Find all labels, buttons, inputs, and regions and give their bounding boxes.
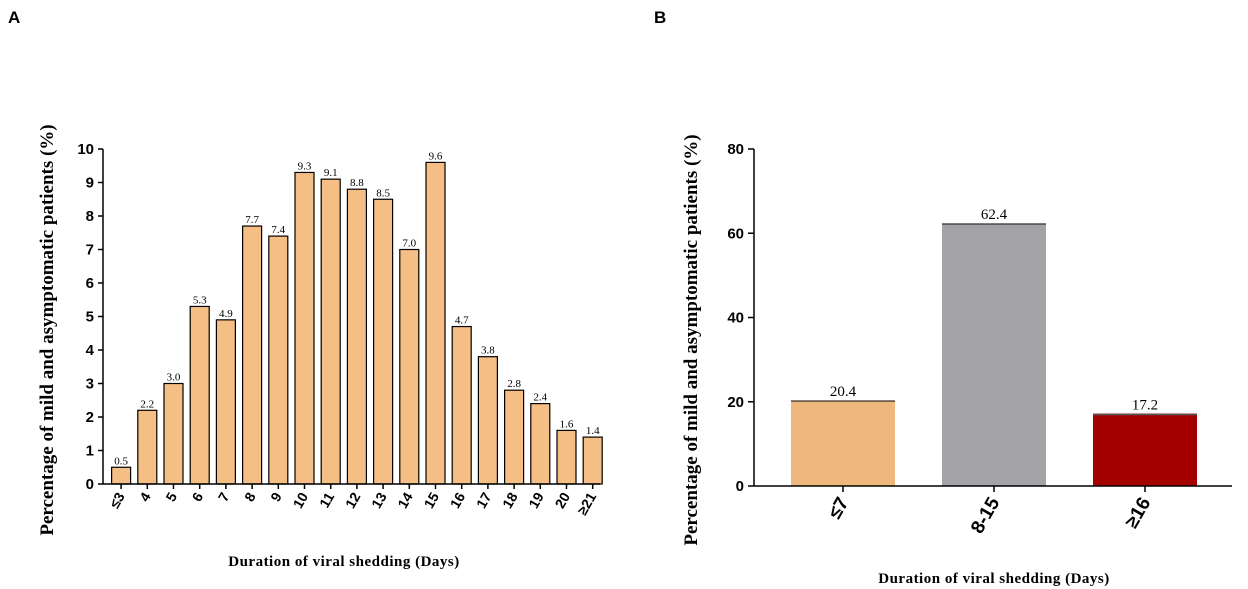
data-label: 3.8 [481,345,495,357]
bar-19 [530,403,551,485]
data-label: 62.4 [981,207,1008,223]
x-tick-label: 19 [525,489,547,511]
panel-a-letter: A [8,8,20,27]
x-tick-label: 4 [136,489,154,504]
y-tick-label: 7 [86,242,94,259]
y-tick-label: 20 [727,394,744,411]
panel-b-bars: 20.4 62.4 17.2 [791,207,1197,486]
x-tick-label: 18 [499,489,521,511]
bar-≤3 [110,466,132,485]
bar-9 [268,235,289,485]
panel-a-x-axis-title: Duration of viral shedding (Days) [228,554,460,570]
x-tick-label: 17 [473,489,495,511]
x-tick-label: 8-15 [967,494,1004,538]
panel-b-y-axis-title: Percentage of mild and asymptomatic pati… [681,134,702,545]
bar-4 [137,409,158,485]
x-tick-label: 14 [394,489,416,511]
x-tick-label: 5 [162,489,180,504]
bar-10 [294,171,315,485]
x-tick-label: 10 [289,489,311,511]
y-tick-label: 10 [77,141,94,158]
x-tick-label: ≤3 [106,489,128,511]
y-tick-label: 8 [86,208,94,225]
bar-17 [477,356,498,485]
bar-18 [504,389,525,485]
panel-a-bars: 0.5 2.2 3.0 5.3 4.9 7.7 7.4 9.3 9.1 8.8 8.5 7.0 9.6 4… [110,150,603,485]
data-label: 9.1 [324,167,338,179]
bar-≤7 [791,400,895,486]
y-tick-label: 6 [86,275,94,292]
panel-b-x-axis-title: Duration of viral shedding (Days) [878,571,1110,587]
data-label: 3.0 [167,372,181,384]
panel-b: B Percentage of mild and asymptomatic pa… [654,8,1232,587]
x-tick-label: ≥16 [1121,494,1155,532]
y-tick-label: 0 [736,478,744,495]
bar-15 [425,161,446,485]
bar-14 [399,248,420,485]
x-tick-label: 16 [447,489,469,511]
y-tick-label: 4 [86,342,95,359]
y-tick-label: 0 [86,476,94,493]
data-label: 0.5 [114,455,128,467]
x-tick-label: 12 [342,489,364,511]
data-label: 8.5 [376,187,390,199]
data-label: 2.4 [533,392,547,404]
bar-6 [189,305,210,485]
x-tick-label: 20 [551,489,573,511]
y-tick-label: 80 [727,141,744,158]
x-tick-label: 9 [267,489,285,504]
y-tick-label: 60 [727,225,744,242]
x-tick-label: 7 [215,489,233,504]
data-label: 9.3 [298,160,312,172]
bar-13 [373,198,394,485]
panel-b-letter: B [654,8,666,27]
x-tick-label: 15 [420,489,442,511]
bar-≥16 [1093,413,1197,486]
bar-8 [242,225,263,485]
data-label: 1.6 [560,418,574,430]
data-label: 8.8 [350,177,364,189]
data-label: 5.3 [193,294,207,306]
x-tick-label: 6 [189,489,207,504]
data-label: 7.7 [245,214,259,226]
x-tick-label: 11 [316,489,337,510]
data-label: 9.6 [429,150,443,162]
bar-20 [556,429,577,485]
data-label: 20.4 [830,384,857,400]
data-label: 4.7 [455,315,469,327]
bar-8-15 [942,223,1046,486]
data-label: 1.4 [586,425,600,437]
bar-7 [215,319,236,485]
data-label: 17.2 [1132,398,1158,414]
data-label: 2.8 [507,378,521,390]
y-tick-label: 9 [86,175,94,192]
y-tick-label: 3 [86,376,94,393]
bar-16 [451,325,472,485]
bar-≥21 [582,436,603,485]
y-tick-label: 2 [86,409,94,426]
x-tick-label: 13 [368,489,390,511]
data-label: 7.4 [271,224,285,236]
y-tick-label: 1 [86,443,94,460]
data-label: 7.0 [402,238,416,250]
bar-11 [320,178,341,485]
x-tick-label: 8 [241,489,259,504]
x-tick-label: ≤7 [825,494,854,523]
bar-12 [346,188,367,485]
panel-a-y-axis-title: Percentage of mild and asymptomatic pati… [37,124,58,535]
panel-a: A Percentage of mild and asymptomatic pa… [8,8,603,570]
data-label: 2.2 [140,398,154,410]
bar-5 [163,382,184,485]
y-tick-label: 40 [727,310,744,327]
data-label: 4.9 [219,308,233,320]
y-tick-label: 5 [86,309,94,326]
x-tick-label: ≥21 [574,489,600,517]
